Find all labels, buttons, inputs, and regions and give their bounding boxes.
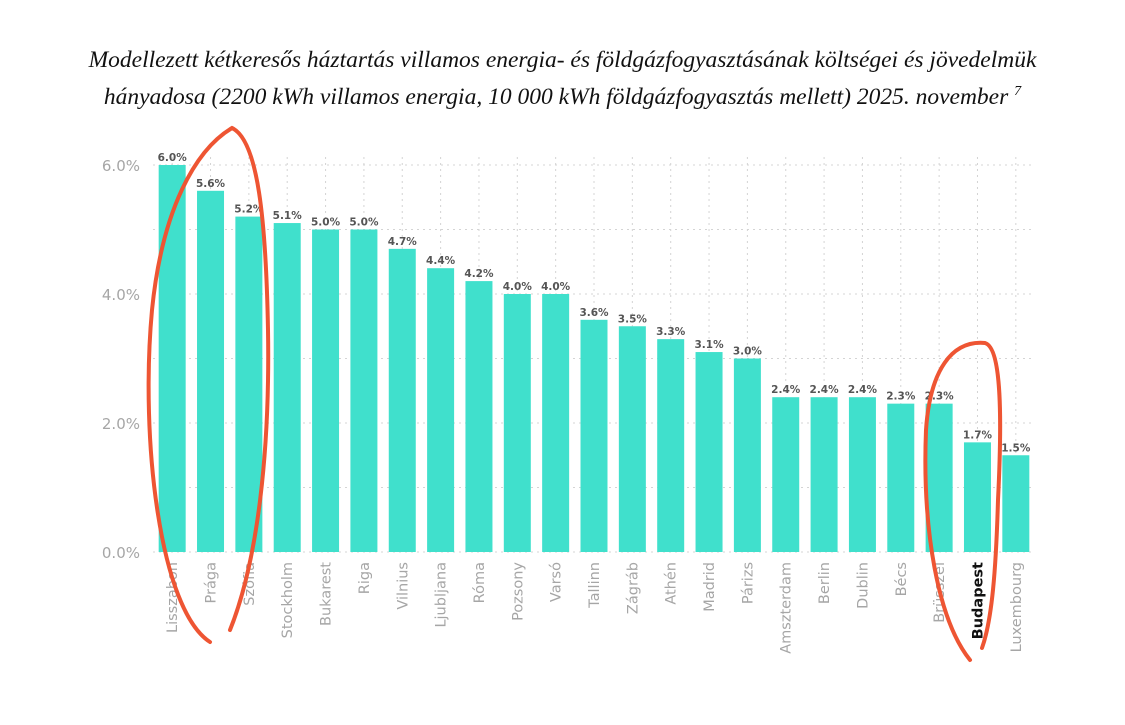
data-label: 4.2% [464, 268, 494, 280]
bar-zágráb [618, 326, 646, 552]
data-label: 2.4% [771, 384, 801, 396]
bar-amszterdam [772, 397, 800, 552]
x-axis-tick-labels: Lisszabon Prága Szófia Stockholm Bukarest Rig… [165, 562, 1025, 654]
bar-stockholm [273, 223, 301, 553]
data-label: 4.0% [503, 281, 533, 293]
x-tick-label: Riga [357, 562, 373, 594]
x-tick-label: Amszterdam [779, 562, 795, 654]
data-label: 3.3% [656, 326, 686, 338]
chart-title-line-2: hányadosa (2200 kWh villamos energia, 10… [0, 76, 1125, 113]
data-label: 3.5% [618, 313, 648, 325]
data-label: 2.3% [886, 391, 916, 403]
y-tick-label: 6.0% [102, 157, 140, 175]
x-tick-label: Zágráb [625, 562, 641, 614]
bar-budapest [963, 442, 991, 552]
x-tick-label: Bécs [894, 562, 910, 596]
chart-title: Modellezett kétkeresős háztartás villamo… [0, 44, 1125, 113]
data-label: 4.0% [541, 281, 571, 293]
x-tick-label: Dublin [855, 562, 871, 609]
x-tick-label: Bukarest [319, 562, 335, 626]
x-tick-label: Luxembourg [1009, 562, 1025, 652]
x-tick-label: Pozsony [510, 562, 526, 621]
bar-berlin [810, 397, 838, 552]
data-label: 5.6% [196, 178, 226, 190]
data-label: 6.0% [158, 152, 188, 164]
y-axis-tick-labels: 0.0% 2.0% 4.0% 6.0% [102, 157, 140, 562]
y-tick-label: 0.0% [102, 544, 140, 562]
bar-dublin [848, 397, 876, 552]
x-tick-label: Madrid [702, 562, 718, 612]
bars [158, 165, 1030, 553]
x-tick-label: Vilnius [395, 562, 411, 610]
x-tick-label: Róma [472, 562, 488, 603]
data-label: 5.0% [349, 217, 379, 229]
x-tick-label: Berlin [817, 562, 833, 604]
x-tick-label: Tallinn [587, 562, 603, 609]
data-label: 5.0% [311, 217, 341, 229]
chart-title-line-2-text: hányadosa (2200 kWh villamos energia, 10… [103, 84, 1009, 110]
data-label: 2.4% [848, 384, 878, 396]
data-label: 5.1% [273, 210, 303, 222]
bar-vilnius [388, 248, 416, 552]
data-labels: 6.0% 5.6% 5.2% 5.1% 5.0% 5.0% 4.7% 4.4% 4.2% 4.0%… [158, 152, 1031, 454]
data-label: 3.1% [694, 339, 724, 351]
data-label: 2.4% [810, 384, 840, 396]
data-label: 3.6% [579, 307, 609, 319]
data-label: 5.2% [234, 204, 264, 216]
bar-prága [197, 190, 225, 553]
title-footnote-marker: 7 [1014, 84, 1022, 99]
bar-párizs [733, 358, 761, 552]
bar-ljubljana [427, 268, 455, 552]
x-tick-label: Stockholm [280, 562, 296, 638]
bar-athén [657, 339, 685, 552]
data-label: 1.5% [1001, 442, 1031, 454]
x-tick-label: Varsó [549, 562, 565, 602]
bar-luxembourg [1002, 455, 1030, 552]
bar-tallinn [580, 319, 608, 552]
bar-madrid [695, 352, 723, 552]
x-tick-label: Budapest [970, 562, 986, 639]
bar-szófia [235, 216, 263, 552]
annotation-ellipse-right [923, 340, 1003, 662]
annotations [146, 125, 1003, 662]
x-tick-label: Lisszabon [165, 562, 181, 633]
bar-róma [465, 281, 493, 552]
x-tick-label: Párizs [740, 562, 756, 604]
data-label: 4.4% [426, 255, 456, 267]
bar-bukarest [312, 229, 340, 552]
x-tick-label: Athén [664, 562, 680, 605]
data-label: 1.7% [963, 429, 993, 441]
x-tick-label: Prága [204, 562, 220, 603]
bar-riga [350, 229, 378, 552]
y-tick-label: 4.0% [102, 286, 140, 304]
bar-bécs [887, 403, 915, 552]
y-tick-label: 2.0% [102, 415, 140, 433]
bar-lisszabon [158, 165, 186, 552]
data-label: 3.0% [733, 346, 763, 358]
chart-title-line-1: Modellezett kétkeresős háztartás villamo… [88, 47, 1037, 73]
bar-pozsony [503, 294, 531, 552]
data-label: 4.7% [388, 236, 418, 248]
x-tick-label: Ljubljana [434, 562, 450, 628]
bar-varsó [542, 294, 570, 552]
annotation-ellipse-left [146, 125, 271, 644]
